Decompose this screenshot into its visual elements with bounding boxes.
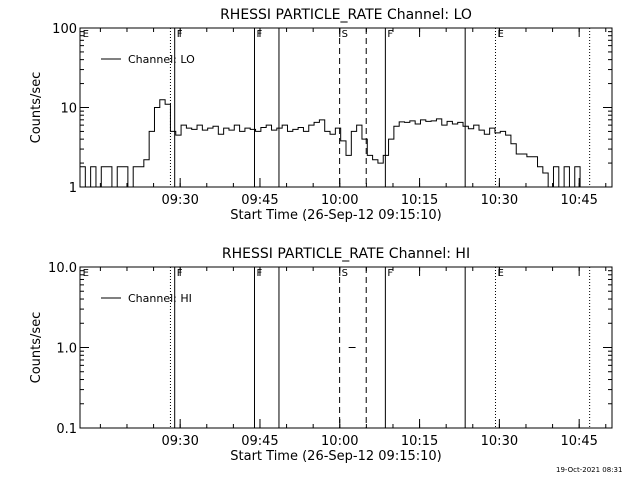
legend-entry: Channel: LO: [128, 53, 195, 66]
y-tick-label: 100: [52, 22, 77, 37]
event-marker-label: S: [342, 29, 348, 40]
y-axis-label: Counts/sec: [29, 312, 44, 384]
x-axis-label: Start Time (26-Sep-12 09:15:10): [230, 449, 441, 464]
x-tick-label: 10:15: [401, 434, 438, 449]
event-marker-label: F: [387, 268, 393, 279]
x-tick-label: 09:45: [241, 434, 278, 449]
chart-title: RHESSI PARTICLE_RATE Channel: HI: [222, 246, 470, 262]
y-tick-label: 1.0: [56, 342, 77, 357]
chart-title: RHESSI PARTICLE_RATE Channel: LO: [220, 7, 472, 23]
chart-panel-2: RHESSI PARTICLE_RATE Channel: HIE F F S F E0.…: [29, 246, 613, 464]
y-axis-label: Counts/sec: [29, 72, 44, 144]
x-tick-label: 10:45: [560, 193, 597, 208]
event-marker-label: E: [497, 268, 503, 279]
y-tick-label: 0.1: [56, 422, 77, 437]
legend-entry: Channel: HI: [128, 292, 192, 305]
y-tick-label: 1: [69, 181, 77, 196]
x-tick-label: 09:45: [241, 193, 278, 208]
x-tick-label: 09:30: [161, 434, 198, 449]
footer-timestamp: 19-Oct-2021 08:31: [556, 466, 623, 474]
event-marker-label: E: [497, 29, 503, 40]
y-tick-label: 10.0: [48, 261, 77, 276]
series-line: [80, 99, 597, 188]
x-tick-label: 10:30: [481, 193, 518, 208]
event-marker-label: S: [342, 268, 348, 279]
x-tick-label: 09:30: [161, 193, 198, 208]
x-tick-label: 10:00: [321, 193, 358, 208]
x-axis-label: Start Time (26-Sep-12 09:15:10): [230, 208, 441, 223]
x-tick-label: 10:45: [560, 434, 597, 449]
event-marker-label: E: [83, 268, 89, 279]
event-marker-label: F: [387, 29, 393, 40]
x-tick-label: 10:15: [401, 193, 438, 208]
x-tick-label: 10:30: [481, 434, 518, 449]
event-marker-label: E: [83, 29, 89, 40]
chart-panel-1: RHESSI PARTICLE_RATE Channel: LOE F F S F E11…: [29, 7, 613, 223]
x-tick-label: 10:00: [321, 434, 358, 449]
y-tick-label: 10: [60, 102, 77, 117]
